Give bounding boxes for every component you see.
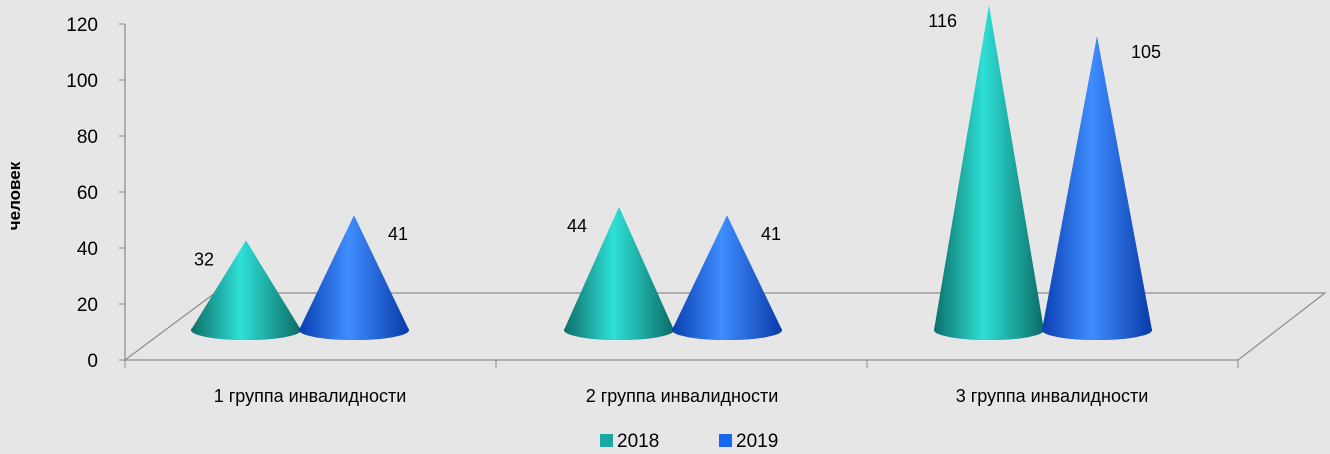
value-label: 32 xyxy=(194,249,214,269)
y-axis-label: человек xyxy=(5,161,24,230)
cone-body xyxy=(934,5,1044,340)
cone-2018-0 xyxy=(191,240,301,340)
value-label: 41 xyxy=(388,224,408,244)
legend-swatch-2018 xyxy=(600,434,613,447)
legend-label-2019: 2019 xyxy=(736,431,778,452)
value-label: 44 xyxy=(567,216,587,236)
y-tick-label: 80 xyxy=(77,127,98,148)
y-tick-label: 0 xyxy=(87,351,98,372)
legend: 2018 2019 xyxy=(600,431,778,452)
y-tick-label: 120 xyxy=(66,15,98,36)
category-labels: 1 группа инвалидности 2 группа инвалиднос… xyxy=(214,386,1149,406)
cone-body xyxy=(191,240,301,340)
value-label: 41 xyxy=(761,224,781,244)
value-label: 116 xyxy=(928,11,957,31)
cone-body xyxy=(1042,36,1152,340)
value-label: 105 xyxy=(1131,42,1161,62)
y-tick-label: 40 xyxy=(77,239,98,260)
cone-2019-0 xyxy=(299,215,409,340)
cone-body xyxy=(672,215,782,340)
cone-2018-2 xyxy=(934,5,1044,340)
cone-body xyxy=(299,215,409,340)
cone-2019-1 xyxy=(672,215,782,340)
y-tick-label: 100 xyxy=(66,71,98,92)
legend-swatch-2019 xyxy=(719,434,732,447)
category-label: 2 группа инвалидности xyxy=(586,386,779,406)
y-tick-label: 60 xyxy=(77,183,98,204)
y-tick-label: 20 xyxy=(77,295,98,316)
y-ticks: 0 20 40 60 80 100 120 xyxy=(66,15,125,372)
legend-label-2018: 2018 xyxy=(617,431,659,452)
cone-2018-1 xyxy=(564,206,674,340)
cone-2019-2 xyxy=(1042,36,1152,340)
cones xyxy=(191,5,1152,340)
category-label: 3 группа инвалидности xyxy=(956,386,1149,406)
cone-body xyxy=(564,206,674,340)
value-labels: 32 44 116 41 41 105 xyxy=(194,11,1161,269)
category-label: 1 группа инвалидности xyxy=(214,386,407,406)
